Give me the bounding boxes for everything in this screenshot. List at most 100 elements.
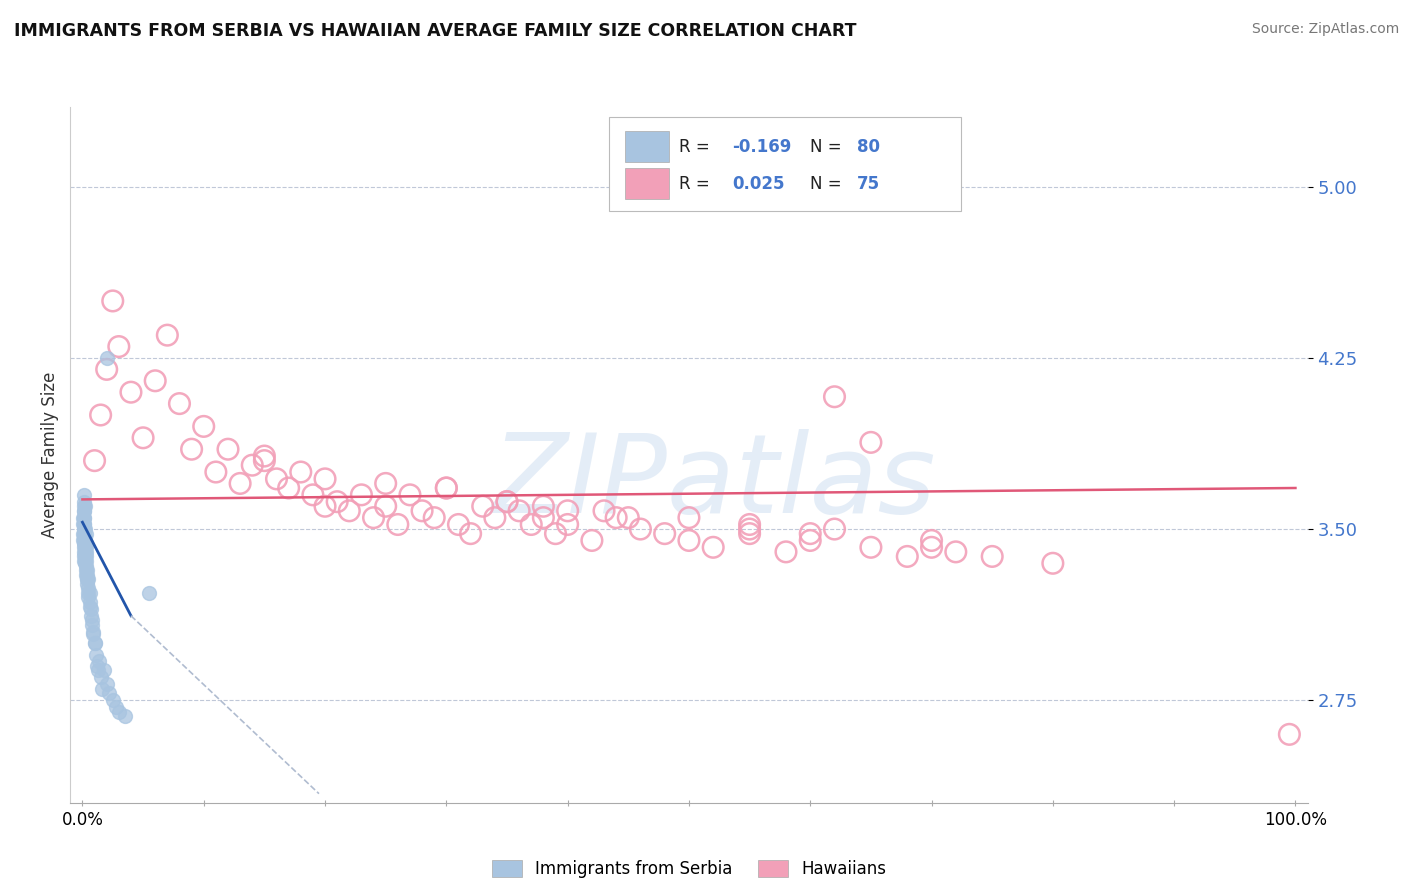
Point [374,500,396,514]
Point [96,362,118,376]
Point [1278,727,1301,741]
Point [277,481,299,495]
Point [266,472,288,486]
Point [72,494,94,508]
Text: N =: N = [810,137,846,156]
Point [72,510,94,524]
Point [98,686,121,700]
Point [738,522,761,536]
Point [557,504,579,518]
Point [96,677,118,691]
FancyBboxPatch shape [609,118,962,211]
Text: N =: N = [810,175,846,193]
Point [120,385,142,400]
Point [229,476,252,491]
Point [75,549,97,564]
Point [73,556,96,570]
FancyBboxPatch shape [624,169,669,199]
Point [387,517,409,532]
Point [314,472,336,486]
Point [496,494,519,508]
Point [531,510,554,524]
Point [72,526,94,541]
Point [557,517,579,532]
Point [678,533,700,548]
Point [72,533,94,548]
Point [105,700,128,714]
Point [80,602,103,616]
Text: 75: 75 [858,175,880,193]
Point [72,504,94,518]
Point [411,504,433,518]
Point [83,636,105,650]
Point [73,522,96,536]
Point [72,541,94,555]
Point [132,431,155,445]
Point [193,419,215,434]
Point [101,293,124,308]
Point [93,664,115,678]
Point [628,522,651,536]
Point [1042,556,1064,570]
Point [75,545,97,559]
Point [76,572,98,586]
Point [76,567,98,582]
Point [73,531,96,545]
Point [86,659,108,673]
Point [75,554,97,568]
Point [581,533,603,548]
Point [96,351,118,365]
Point [72,522,94,536]
Point [83,453,105,467]
Point [73,500,96,514]
Point [253,449,276,463]
Point [544,526,567,541]
Point [80,608,103,623]
Point [82,613,104,627]
Point [72,517,94,532]
Point [73,531,96,545]
Point [75,567,97,582]
Point [79,595,101,609]
Point [702,541,724,555]
Point [82,618,104,632]
Point [75,545,97,559]
Point [73,535,96,549]
Point [101,693,124,707]
Text: R =: R = [679,137,716,156]
Point [205,465,228,479]
Point [79,586,101,600]
Point [169,396,191,410]
Point [77,572,100,586]
Point [678,510,700,524]
Point [156,328,179,343]
Point [508,504,530,518]
Point [617,510,640,524]
Point [434,481,457,495]
Point [72,500,94,514]
Point [73,517,96,532]
Text: ZIPatlas: ZIPatlas [492,429,936,536]
Point [73,541,96,555]
Text: 80: 80 [858,137,880,156]
Point [302,488,325,502]
Point [77,582,100,596]
Point [73,517,96,532]
Point [520,517,543,532]
Point [496,494,519,508]
Point [75,558,97,573]
Point [921,533,943,548]
Point [460,526,482,541]
Point [374,476,396,491]
Point [363,510,385,524]
Point [73,545,96,559]
Point [76,563,98,577]
Point [75,545,97,559]
Point [738,526,761,541]
Point [326,494,349,508]
Point [217,442,239,457]
Point [79,599,101,614]
Text: -0.169: -0.169 [733,137,792,156]
Point [72,504,94,518]
Point [87,664,110,678]
